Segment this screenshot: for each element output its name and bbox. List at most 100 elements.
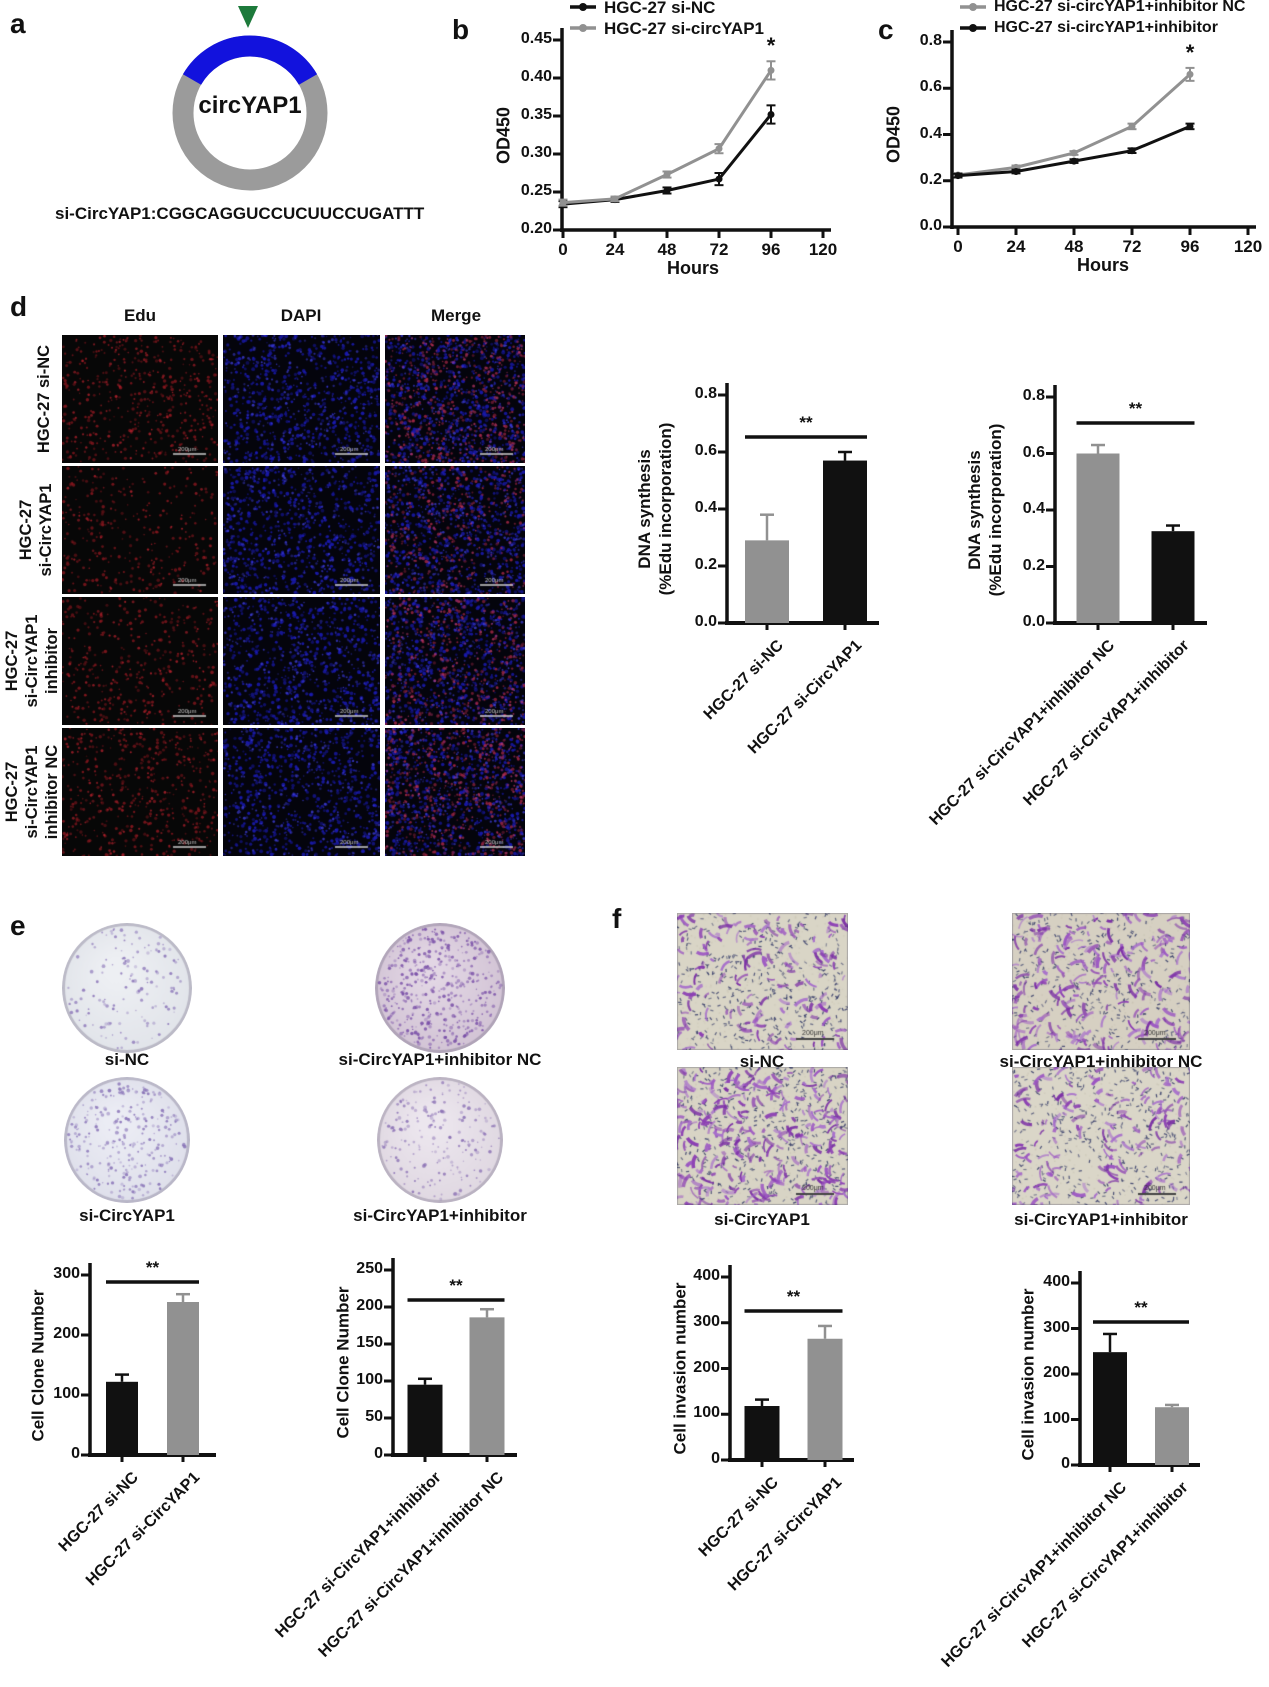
f2-significance: ** — [1134, 1298, 1148, 1317]
e1-ytick: 200 — [53, 1325, 80, 1342]
c-y-axis-title: OD450 — [883, 105, 904, 164]
invasion-label-si-nc: si-NC — [739, 1052, 785, 1071]
panel-label-e: e — [10, 910, 26, 941]
b-xtick: 72 — [709, 240, 729, 259]
c-legend-item: HGC-27 si-circYAP1+inhibitor NC — [994, 0, 1246, 15]
c-x-axis-title: Hours — [1076, 255, 1129, 275]
d2-y-axis-title: DNA synthesis (%Edu incorporation) — [965, 423, 1005, 597]
b-significance: * — [766, 33, 776, 59]
transwell-image-0 — [677, 913, 848, 1050]
f2-ytick: 100 — [1043, 1409, 1070, 1427]
c-xtick: 0 — [953, 237, 963, 256]
e1-category-label: HGC-27 si-CircYAP1 — [82, 1469, 204, 1590]
f2-ytick: 200 — [1043, 1364, 1070, 1381]
micrograph-edu-row1 — [62, 466, 218, 594]
c-significance: * — [1185, 39, 1195, 65]
b-ytick: 0.25 — [520, 182, 552, 199]
e2-ytick: 200 — [356, 1297, 383, 1314]
d2-significance: ** — [1128, 399, 1143, 418]
e1-ytick: 100 — [53, 1385, 80, 1402]
well-label-inhibitor-nc: si-CircYAP1+inhibitor NC — [338, 1050, 542, 1069]
c-xtick: 96 — [1180, 237, 1200, 256]
c-legend-item: HGC-27 si-circYAP1+inhibitor — [994, 19, 1218, 36]
f2-ytick: 300 — [1043, 1318, 1070, 1336]
f2-ytick: 0 — [1061, 1455, 1070, 1472]
e1-ytick: 0 — [71, 1445, 80, 1462]
b-xtick: 48 — [657, 240, 677, 259]
c-xtick: 120 — [1233, 237, 1263, 256]
micrograph-dapi-row2 — [223, 597, 380, 725]
micrograph-edu-row2 — [62, 597, 218, 725]
d1-category-label: HGC-27 si-NC — [700, 637, 788, 724]
transwell-image-3 — [1012, 1067, 1190, 1205]
sirna-sequence: si-CircYAP1:CGGCAGGUCCUCUUCCUGATTT — [55, 204, 425, 223]
micrograph-dapi-row0 — [223, 335, 380, 463]
c-xtick: 72 — [1122, 237, 1142, 256]
well-label-si-nc: si-NC — [104, 1050, 150, 1069]
d2-ytick: 0.8 — [1022, 387, 1045, 404]
transwell-image-2 — [677, 1067, 848, 1205]
micrograph-row-label-1: HGC-27 si-CircYAP1 — [17, 483, 55, 577]
b-ytick: 0.40 — [520, 68, 552, 85]
d1-ytick: 0.8 — [694, 385, 717, 402]
colony-well-3 — [377, 1077, 503, 1203]
d1-significance: ** — [799, 413, 813, 432]
d1-y-axis-title: DNA synthesis (%Edu incorporation) — [635, 422, 675, 596]
panel-label-d: d — [10, 291, 28, 322]
well-label-si-circyap1: si-CircYAP1 — [79, 1206, 175, 1225]
f1-ytick: 200 — [693, 1358, 720, 1376]
micrograph-merge-row2 — [385, 597, 525, 725]
micrograph-row-label-0: HGC-27 si-NC — [35, 344, 53, 454]
d2-ytick: 0.4 — [1022, 500, 1045, 517]
micrograph-merge-row0 — [385, 335, 525, 463]
invasion-label-inhibitor-nc: si-CircYAP1+inhibitor NC — [999, 1052, 1203, 1071]
f1-ytick: 0 — [711, 1450, 720, 1467]
c-ytick: 0.2 — [919, 170, 942, 188]
circyap1-gene-label: circYAP1 — [198, 92, 302, 119]
micrograph-dapi-row3 — [223, 728, 380, 856]
b-y-axis-title: OD450 — [493, 106, 514, 164]
panel-label-c: c — [878, 14, 894, 45]
f1-significance: ** — [786, 1287, 801, 1306]
e2-ytick: 150 — [356, 1334, 383, 1351]
c-ytick: 0.8 — [919, 32, 942, 49]
column-header-edu: Edu — [123, 306, 157, 325]
c-ytick: 0.0 — [919, 217, 942, 234]
micrograph-row-label-2: HGC-27 si-CircYAP1 inhibitor — [3, 614, 61, 708]
e2-ytick: 250 — [356, 1260, 383, 1277]
b-legend-item: HGC-27 si-NC — [604, 0, 716, 17]
e1-significance: ** — [145, 1258, 160, 1277]
colony-well-2 — [64, 1077, 190, 1203]
invasion-label-inhibitor: si-CircYAP1+inhibitor — [1014, 1210, 1188, 1229]
e1-ytick: 300 — [53, 1265, 80, 1282]
f1-ytick: 100 — [693, 1404, 720, 1422]
colony-well-0 — [62, 923, 192, 1053]
d1-ytick: 0.0 — [694, 613, 717, 630]
micrograph-merge-row3 — [385, 728, 525, 856]
micrograph-merge-row1 — [385, 466, 525, 594]
e2-ytick: 50 — [365, 1408, 383, 1425]
c-xtick: 24 — [1006, 237, 1026, 256]
f1-ytick: 300 — [693, 1312, 720, 1330]
f1-ytick: 400 — [693, 1267, 720, 1284]
c-ytick: 0.6 — [919, 78, 942, 96]
f2-ytick: 400 — [1043, 1273, 1070, 1290]
micrograph-row-label-3: HGC-27 si-CircYAP1 inhibitor NC — [3, 744, 61, 840]
d2-ytick: 0.0 — [1022, 613, 1045, 630]
column-header-dapi: DAPI — [280, 306, 322, 325]
d1-ytick: 0.2 — [694, 556, 717, 573]
invasion-label-si-circyap1: si-CircYAP1 — [714, 1210, 810, 1229]
micrograph-dapi-row1 — [223, 466, 380, 594]
b-xtick: 0 — [558, 240, 568, 259]
d2-ytick: 0.6 — [1022, 443, 1045, 461]
b-ytick: 0.20 — [520, 220, 552, 237]
d2-category-label: HGC-27 si-CircYAP1+inhibitor — [1020, 637, 1194, 810]
b-xtick: 24 — [605, 240, 625, 259]
c-ytick: 0.4 — [919, 124, 942, 142]
c-xtick: 48 — [1064, 237, 1084, 256]
well-label-inhibitor: si-CircYAP1+inhibitor — [353, 1206, 527, 1225]
f1-category-label: HGC-27 si-CircYAP1 — [724, 1474, 846, 1595]
f1-y-axis-title: Cell invasion number — [670, 1282, 690, 1455]
e1-y-axis-title: Cell Clone Number — [28, 1288, 48, 1442]
